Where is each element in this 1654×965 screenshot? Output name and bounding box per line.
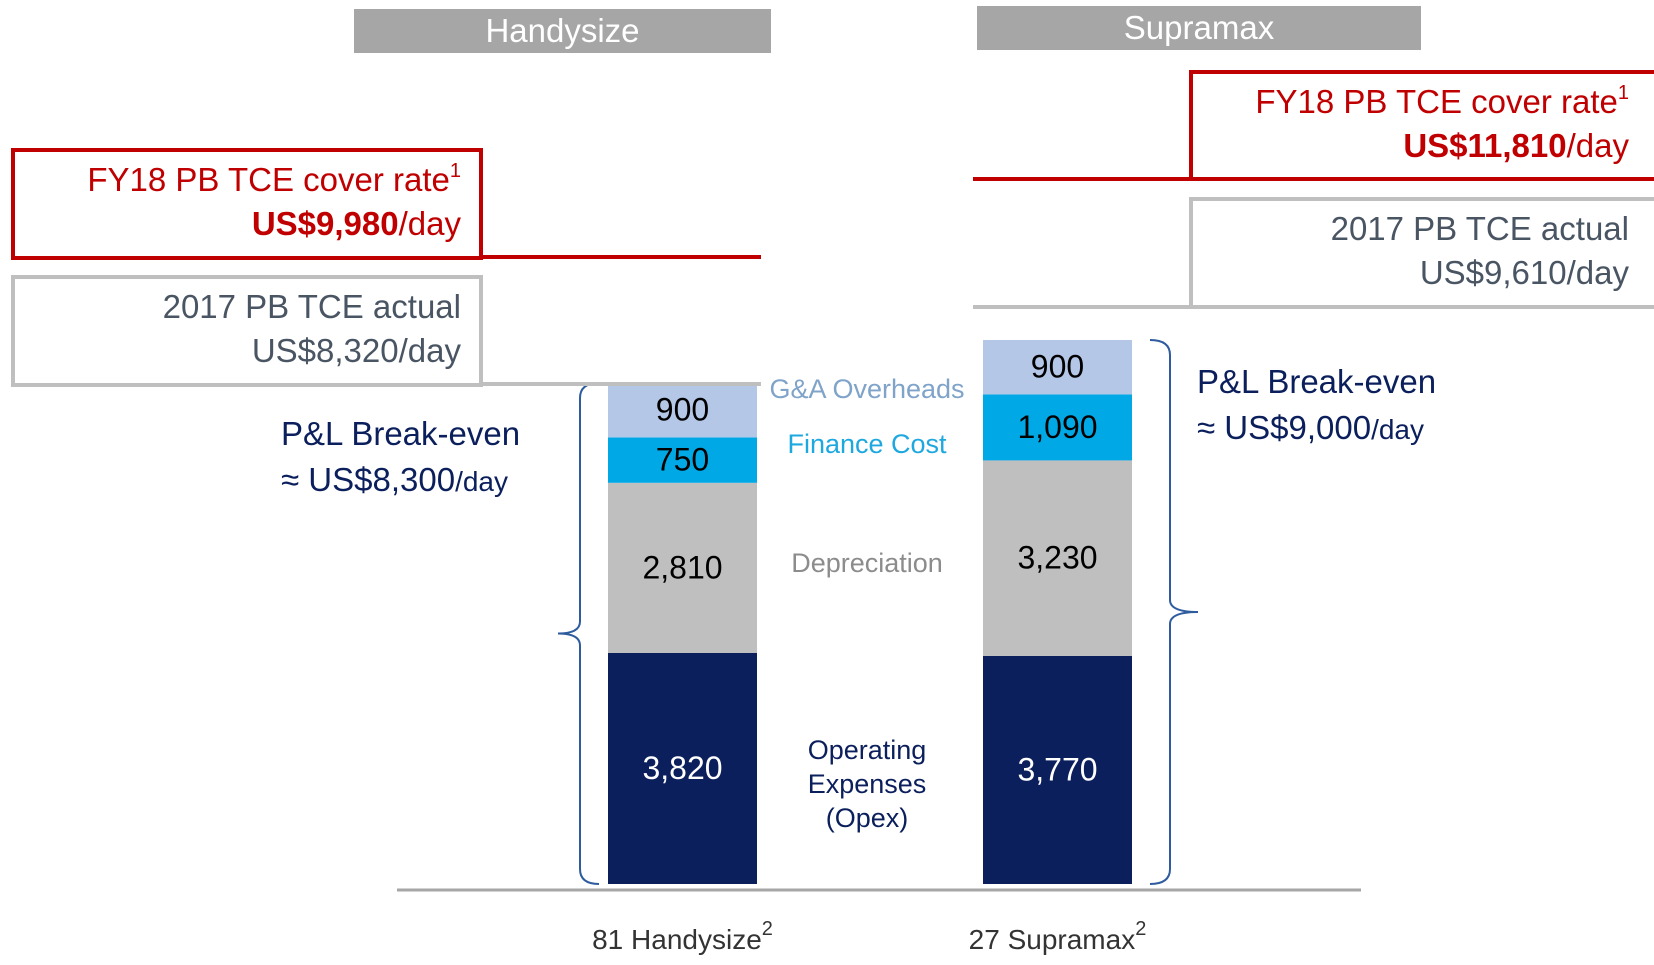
actual-box: 2017 PB TCE actual US$8,320/day	[11, 275, 483, 387]
actual-label: 2017 PB TCE actual	[162, 288, 461, 325]
actual-box: 2017 PB TCE actual US$9,610/day	[1189, 197, 1654, 309]
breakeven-unit: /day	[455, 466, 508, 497]
value-label: 750	[656, 442, 709, 478]
bar-segment	[608, 652, 757, 884]
brace	[1149, 339, 1199, 885]
cover-label: FY18 PB TCE cover rate	[87, 161, 450, 198]
series-label: Operating Expenses (Opex)	[807, 735, 927, 834]
cover-label: FY18 PB TCE cover rate	[1255, 83, 1618, 120]
footnote: 1	[449, 160, 461, 182]
cover-line	[480, 255, 761, 259]
breakeven-unit: /day	[1371, 414, 1424, 445]
cover-box: FY18 PB TCE cover rate1 US$9,980/day	[11, 148, 483, 260]
value-label: 3,770	[1017, 751, 1097, 787]
value-label: 900	[1031, 349, 1084, 385]
panel-header: Supramax	[977, 6, 1421, 50]
panel-header: Handysize	[354, 9, 771, 53]
cover-box: FY18 PB TCE cover rate1 US$11,810/day	[1189, 70, 1654, 181]
bar-segment	[983, 394, 1132, 461]
breakeven-label: P&L Break-even	[281, 415, 521, 452]
category-label: 81 Handysize2	[592, 919, 773, 956]
category-name: 81 Handysize	[592, 924, 762, 955]
bar-segment	[608, 382, 757, 438]
cover-value: US$9,980	[251, 205, 399, 242]
footnote: 2	[1135, 918, 1147, 940]
breakeven-value: ≈ US$8,300	[281, 461, 456, 498]
bar-segment	[608, 482, 757, 653]
cover-line	[973, 177, 1193, 181]
category-name: 27 Supramax	[968, 924, 1136, 955]
bar-segment	[983, 460, 1132, 656]
breakeven: P&L Break-even ≈ US$8,300/day	[281, 411, 520, 505]
series-label: Finance Cost	[787, 428, 947, 459]
footnote: 1	[1617, 82, 1629, 104]
actual-value: US$9,610/day	[1419, 254, 1629, 291]
cover-value: US$11,810	[1403, 127, 1567, 164]
category-label: 27 Supramax2	[968, 919, 1147, 956]
breakeven: P&L Break-even ≈ US$9,000/day	[1197, 359, 1436, 453]
actual-line	[480, 382, 761, 386]
breakeven-value: ≈ US$9,000	[1197, 409, 1372, 446]
value-label: 900	[656, 392, 709, 428]
actual-value: US$8,320/day	[251, 332, 461, 369]
series-label: Depreciation	[791, 547, 943, 578]
breakeven-label: P&L Break-even	[1197, 363, 1437, 400]
actual-line	[973, 305, 1193, 309]
actual-label: 2017 PB TCE actual	[1330, 210, 1629, 247]
value-label: 2,810	[642, 549, 722, 585]
bar-segment	[608, 437, 757, 483]
series-label: G&A Overheads	[769, 373, 965, 404]
brace	[557, 381, 600, 885]
cover-unit: /day	[1566, 127, 1629, 164]
cover-unit: /day	[398, 205, 461, 242]
bar-segment	[983, 340, 1132, 395]
value-label: 3,230	[1017, 540, 1097, 576]
bar-segment	[983, 655, 1132, 884]
footnote: 2	[761, 918, 773, 940]
value-label: 1,090	[1017, 409, 1097, 445]
value-label: 3,820	[642, 750, 722, 786]
